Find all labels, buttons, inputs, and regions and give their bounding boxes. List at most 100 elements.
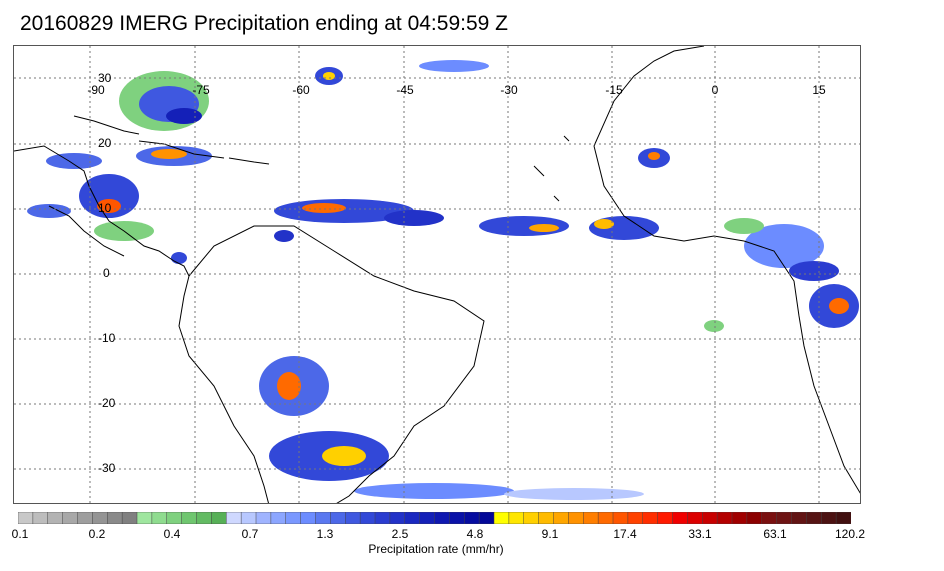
colorbar-swatch	[731, 512, 748, 524]
lat-label: 10	[98, 201, 112, 215]
rain-cell	[171, 252, 187, 264]
colorbar-swatch	[612, 512, 629, 524]
colorbar-swatch	[761, 512, 778, 524]
colorbar-swatch	[434, 512, 450, 524]
colorbar-swatch	[478, 512, 495, 524]
colorbar-tick: 4.8	[466, 527, 484, 541]
colorbar-swatch	[62, 512, 79, 524]
lon-label: -60	[292, 83, 310, 97]
colorbar-swatch	[107, 512, 123, 524]
colorbar-swatch	[47, 512, 64, 524]
colorbar-swatch	[553, 512, 569, 524]
hispaniola	[228, 157, 270, 165]
latitude-labels: 30 20 10 0 -10 -20 -30	[98, 71, 116, 475]
colorbar-swatch	[449, 512, 465, 524]
colorbar-swatch	[315, 512, 331, 524]
lat-label: -30	[98, 461, 116, 475]
colorbar-swatch	[702, 512, 718, 524]
rain-cell	[504, 488, 644, 500]
colorbar-tick: 33.1	[688, 527, 712, 541]
colorbar-swatch	[464, 512, 480, 524]
lon-label: 0	[712, 83, 719, 97]
rain-cell	[829, 298, 849, 314]
rain-cell	[789, 261, 839, 281]
colorbar-swatch	[196, 512, 212, 524]
colorbar-swatch	[716, 512, 733, 524]
colorbar-swatch	[821, 512, 837, 524]
colorbar-swatch	[330, 512, 346, 524]
lat-label: -10	[98, 331, 116, 345]
lat-label: 30	[98, 71, 112, 85]
graticule	[14, 46, 860, 503]
colorbar-swatch	[538, 512, 555, 524]
precipitation-map[interactable]: -90 -75 -60 -45 -30 -15 0 15 30 20 10 0 …	[13, 45, 861, 504]
rain-cell	[648, 152, 660, 160]
colorbar-swatch	[687, 512, 703, 524]
rain-cell	[529, 224, 559, 232]
colorbar-swatch	[166, 512, 183, 524]
central-america-coast	[14, 145, 190, 277]
rain-cell	[277, 372, 301, 400]
map-canvas: -90 -75 -60 -45 -30 -15 0 15 30 20 10 0 …	[14, 46, 860, 503]
colorbar-tick: 63.1	[763, 527, 787, 541]
colorbar-swatch	[776, 512, 793, 524]
colorbar-swatch	[568, 512, 584, 524]
colorbar-swatch	[583, 512, 599, 524]
pacific-coast	[48, 205, 125, 257]
colorbar-swatch	[300, 512, 317, 524]
colorbar-swatch	[389, 512, 406, 524]
colorbar-swatch	[404, 512, 421, 524]
cuba	[138, 140, 225, 159]
colorbar-swatch	[121, 512, 138, 524]
lon-label: -45	[396, 83, 414, 97]
colorbar-swatch	[523, 512, 540, 524]
rain-cell	[744, 224, 824, 268]
colorbar-swatch	[151, 512, 168, 524]
colorbar-swatch	[791, 512, 807, 524]
colorbar-title: Precipitation rate (mm/hr)	[368, 542, 504, 556]
colorbar-swatch	[345, 512, 361, 524]
rain-cell	[594, 219, 614, 229]
colorbar-swatch	[642, 512, 659, 524]
colorbar-swatch	[657, 512, 674, 524]
rain-cell	[419, 60, 489, 72]
colorbar-swatch	[672, 512, 688, 524]
colorbar-swatch	[181, 512, 198, 524]
lat-label: 20	[98, 136, 112, 150]
rain-cell	[354, 483, 514, 499]
lon-label: 15	[812, 83, 826, 97]
rain-cell	[302, 203, 346, 213]
colorbar-tick: 9.1	[541, 527, 559, 541]
lon-label: -75	[192, 83, 210, 97]
lon-label: -90	[87, 83, 105, 97]
colorbar-swatch	[92, 512, 108, 524]
colorbar-swatch	[419, 512, 436, 524]
rain-cell	[46, 153, 102, 169]
colorbar	[18, 512, 851, 524]
colorbar-swatch	[77, 512, 93, 524]
colorbar-swatch	[270, 512, 287, 524]
colorbar-swatch	[374, 512, 391, 524]
colorbar-tick: 0.4	[163, 527, 181, 541]
lon-label: -30	[500, 83, 518, 97]
colorbar-tick-labels: 0.1 0.2 0.4 0.7 1.3 2.5 4.8 9.1 17.4 33.…	[0, 527, 944, 543]
nw-africa-coast	[593, 46, 705, 147]
rain-cell	[704, 320, 724, 332]
precipitation-layer	[27, 60, 859, 500]
colorbar-swatch	[508, 512, 525, 524]
rain-cell	[27, 204, 71, 218]
colorbar-tick: 0.1	[11, 527, 29, 541]
islands	[533, 135, 570, 202]
lat-label: 0	[103, 266, 110, 280]
rain-cell	[724, 218, 764, 234]
colorbar-swatch	[226, 512, 242, 524]
lon-label: -15	[605, 83, 623, 97]
colorbar-swatch	[240, 512, 257, 524]
west-africa-coast	[593, 145, 860, 494]
rain-cell	[274, 230, 294, 242]
colorbar-swatch	[597, 512, 614, 524]
colorbar-swatch	[32, 512, 49, 524]
colorbar-swatch	[493, 512, 510, 524]
colorbar-swatch	[136, 512, 153, 524]
page-title: 20160829 IMERG Precipitation ending at 0…	[20, 12, 508, 35]
